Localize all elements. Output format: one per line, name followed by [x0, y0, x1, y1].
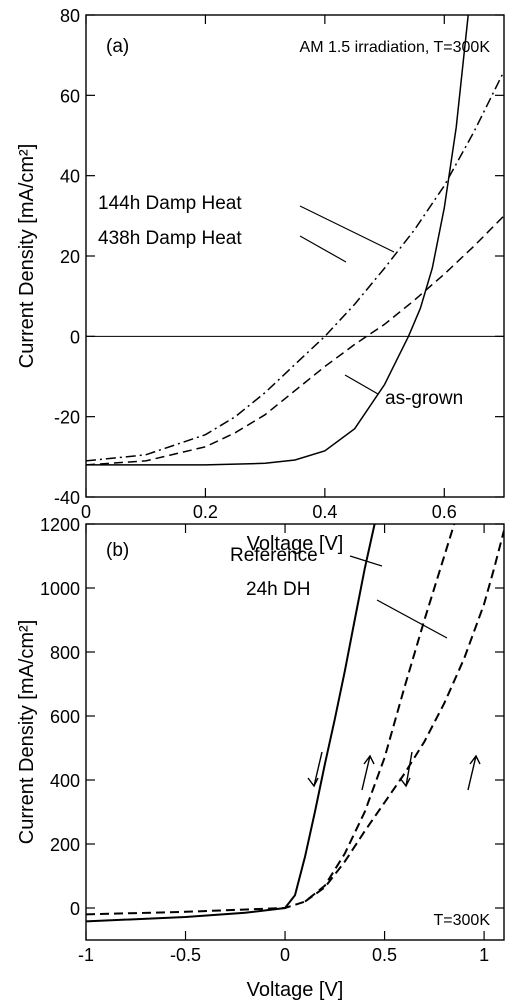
- y-tick-label: 800: [50, 643, 80, 663]
- series-line-24h-dh-forward: [86, 524, 456, 916]
- panel-a-y-axis-title: Current Density [mA/cm²]: [16, 144, 38, 368]
- leader-144h: [299, 205, 395, 253]
- annotation-t300k: T=300K: [434, 912, 491, 929]
- y-tick-label: 1200: [40, 515, 80, 535]
- arrow-down-24h-dh: [399, 751, 413, 788]
- x-tick-label: 0: [81, 502, 91, 522]
- y-tick-label: 0: [70, 327, 80, 347]
- y-tick-label: 80: [60, 6, 80, 26]
- series-line-24h-dh-reverse: [304, 530, 504, 903]
- leader-reference: [349, 555, 383, 567]
- x-tick-label: 0.2: [193, 502, 218, 522]
- y-tick-label: 200: [50, 835, 80, 855]
- panel-b-series: [86, 524, 504, 923]
- panel-b-y-axis-title: Current Density [mA/cm²]: [16, 620, 38, 844]
- panel-b-plot-frame: [85, 523, 505, 941]
- y-tick-label: 20: [60, 247, 80, 267]
- y-tick-label: 0: [70, 899, 80, 919]
- x-tick-label: 0.5: [372, 945, 397, 965]
- x-tick-label: -1: [78, 945, 94, 965]
- leader-438h: [299, 235, 347, 263]
- annotation-144h-damp-heat: 144h Damp Heat: [98, 193, 242, 214]
- leader-as-grown: [344, 374, 379, 395]
- x-tick-label: 0: [280, 945, 290, 965]
- y-tick-label: -20: [54, 408, 80, 428]
- leader-24h-dh: [376, 599, 448, 639]
- arrow-up-24h-dh: [467, 754, 481, 791]
- x-tick-label: -0.5: [170, 945, 201, 965]
- y-tick-label: 400: [50, 771, 80, 791]
- y-tick-label: 600: [50, 707, 80, 727]
- series-line-as-grown: [86, 15, 469, 466]
- arrow-up-reference: [361, 754, 375, 791]
- panel-b-ticks: -1 -0.5 0 0.5 1 0 200 400 600 800 1000 1200: [40, 515, 504, 965]
- annotation-24h-dh: 24h DH: [246, 579, 310, 600]
- panel-a-iv-curves: 0 0.2 0.4 0.6 -40 -20 0 20 40 60 80 (a) AM 1.5 irr…: [16, 6, 505, 555]
- panel-a-plot-frame: [85, 14, 505, 498]
- y-tick-label: -40: [54, 488, 80, 508]
- panel-a-series: [86, 15, 504, 466]
- annotation-438h-damp-heat: 438h Damp Heat: [98, 228, 242, 249]
- arrow-down-reference: [307, 751, 323, 788]
- panel-a-label: (a): [106, 36, 129, 57]
- annotation-as-grown: as-grown: [385, 388, 463, 409]
- series-line-438h-damp-heat: [86, 215, 504, 466]
- x-tick-label: 1: [479, 945, 489, 965]
- panel-b-label: (b): [106, 540, 129, 561]
- series-line-reference: [86, 524, 376, 923]
- panel-b-iv-curves: -1 -0.5 0 0.5 1 0 200 400 600 800 1000 1200 (b) Ref…: [16, 515, 505, 1001]
- y-tick-label: 1000: [40, 579, 80, 599]
- panel-a-condition-label: AM 1.5 irradiation, T=300K: [300, 39, 491, 56]
- y-tick-label: 40: [60, 167, 80, 187]
- panel-b-x-axis-title: Voltage [V]: [247, 979, 344, 1001]
- panel-a-x-axis-title: Voltage [V]: [247, 533, 344, 555]
- x-tick-label: 0.6: [432, 502, 457, 522]
- series-line-144h-damp-heat: [86, 70, 504, 462]
- y-tick-label: 60: [60, 86, 80, 106]
- panel-a-ticks: 0 0.2 0.4 0.6 -40 -20 0 20 40 60 80: [54, 6, 504, 522]
- annotation-reference: Reference: [230, 545, 318, 566]
- x-tick-label: 0.4: [312, 502, 337, 522]
- hysteresis-arrows: [307, 751, 481, 791]
